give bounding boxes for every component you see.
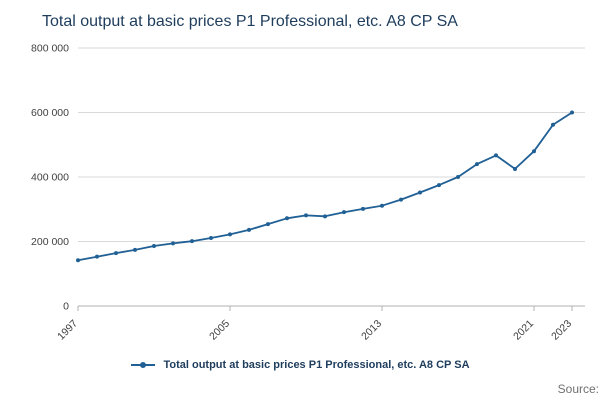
plot-area-wrap: 0 200 000 400 000 600 000 800 000 1997 2005 201… [0, 34, 600, 351]
svg-text:2021: 2021 [511, 318, 536, 343]
legend: Total output at basic prices P1 Professi… [0, 355, 600, 375]
chart: 0 200 000 400 000 600 000 800 000 1997 2005 201… [31, 43, 585, 343]
legend-item[interactable]: Total output at basic prices P1 Professi… [130, 359, 470, 371]
svg-text:200 000: 200 000 [31, 236, 69, 248]
chart-title: Total output at basic prices P1 Professi… [42, 13, 458, 30]
legend-marker-icon [131, 362, 156, 368]
legend-label: Total output at basic prices P1 Professi… [163, 359, 470, 371]
svg-text:2005: 2005 [207, 318, 232, 343]
svg-text:600 000: 600 000 [31, 107, 69, 119]
svg-text:400 000: 400 000 [31, 172, 69, 184]
svg-text:2023: 2023 [549, 318, 574, 343]
svg-text:800 000: 800 000 [31, 43, 69, 55]
svg-text:2013: 2013 [359, 318, 384, 343]
svg-text:0: 0 [63, 301, 69, 313]
svg-text:1997: 1997 [55, 318, 80, 343]
source-label: Source: [557, 382, 599, 396]
